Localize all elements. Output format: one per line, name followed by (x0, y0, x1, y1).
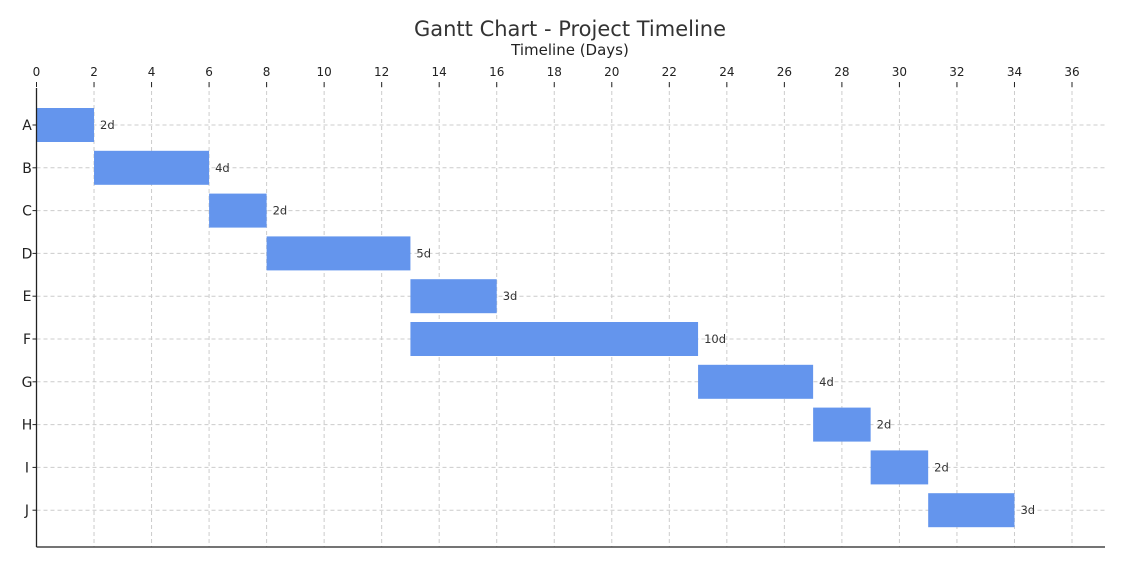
x-axis-label: Timeline (Days) (510, 41, 629, 59)
bar-duration-label: 4d (819, 375, 834, 389)
y-tick-label: F (23, 332, 31, 348)
task-bar (870, 450, 929, 485)
task-bar (209, 193, 267, 228)
bar-duration-label: 5d (416, 246, 431, 260)
x-tick-label: 36 (1064, 65, 1079, 79)
x-tick-label: 4 (148, 65, 156, 79)
y-tick-label: E (23, 289, 32, 305)
bar-duration-label: 3d (1020, 503, 1035, 517)
x-tick-label: 16 (489, 65, 504, 79)
task-bar (813, 407, 871, 442)
y-tick-label: H (22, 418, 33, 434)
bar-duration-label: 10d (704, 332, 726, 346)
x-tick-label: 14 (432, 65, 447, 79)
axes: 0 2 4 6 8 10 12 14 16 18 20 22 24 26 28 30 32 34 36ABCDEFG… (22, 65, 1105, 548)
y-tick-label: C (22, 204, 32, 220)
x-tick-label: 18 (547, 65, 562, 79)
x-tick-label: 2 (90, 65, 98, 79)
grid (36, 84, 1105, 547)
chart-title: Gantt Chart - Project Timeline (414, 17, 726, 41)
x-tick-label: 22 (662, 65, 677, 79)
bar-duration-label: 4d (215, 161, 230, 175)
x-tick-label: 30 (892, 65, 907, 79)
x-tick-label: 10 (316, 65, 331, 79)
bar-duration-label: 2d (877, 418, 892, 432)
task-bar (410, 279, 497, 314)
task-bar (266, 236, 411, 271)
y-tick-label: I (25, 460, 29, 476)
task-bar (410, 322, 699, 356)
bars: 2d 4d 2d 5d 3d 10d 4d 2d 2d 3d (36, 108, 1035, 528)
task-bar (698, 364, 814, 399)
x-tick-label: 12 (374, 65, 389, 79)
bar-duration-label: 2d (273, 204, 288, 218)
task-bar (94, 150, 210, 185)
y-tick-label: G (22, 375, 33, 391)
x-tick-label: 26 (777, 65, 792, 79)
x-tick-label: 24 (719, 65, 734, 79)
x-tick-label: 6 (205, 65, 213, 79)
y-tick-label: A (22, 118, 32, 134)
bar-duration-label: 3d (503, 289, 518, 303)
x-tick-label: 20 (604, 65, 619, 79)
task-bar (928, 493, 1015, 528)
x-tick-label: 0 (33, 65, 41, 79)
task-bar (36, 108, 95, 142)
x-tick-label: 32 (949, 65, 964, 79)
bar-duration-label: 2d (100, 118, 115, 132)
x-tick-label: 28 (834, 65, 849, 79)
x-tick-label: 8 (263, 65, 271, 79)
y-tick-label: D (22, 246, 33, 262)
bar-duration-label: 2d (934, 460, 949, 474)
y-tick-label: J (24, 503, 29, 519)
y-tick-label: B (22, 161, 32, 177)
x-tick-label: 34 (1007, 65, 1022, 79)
